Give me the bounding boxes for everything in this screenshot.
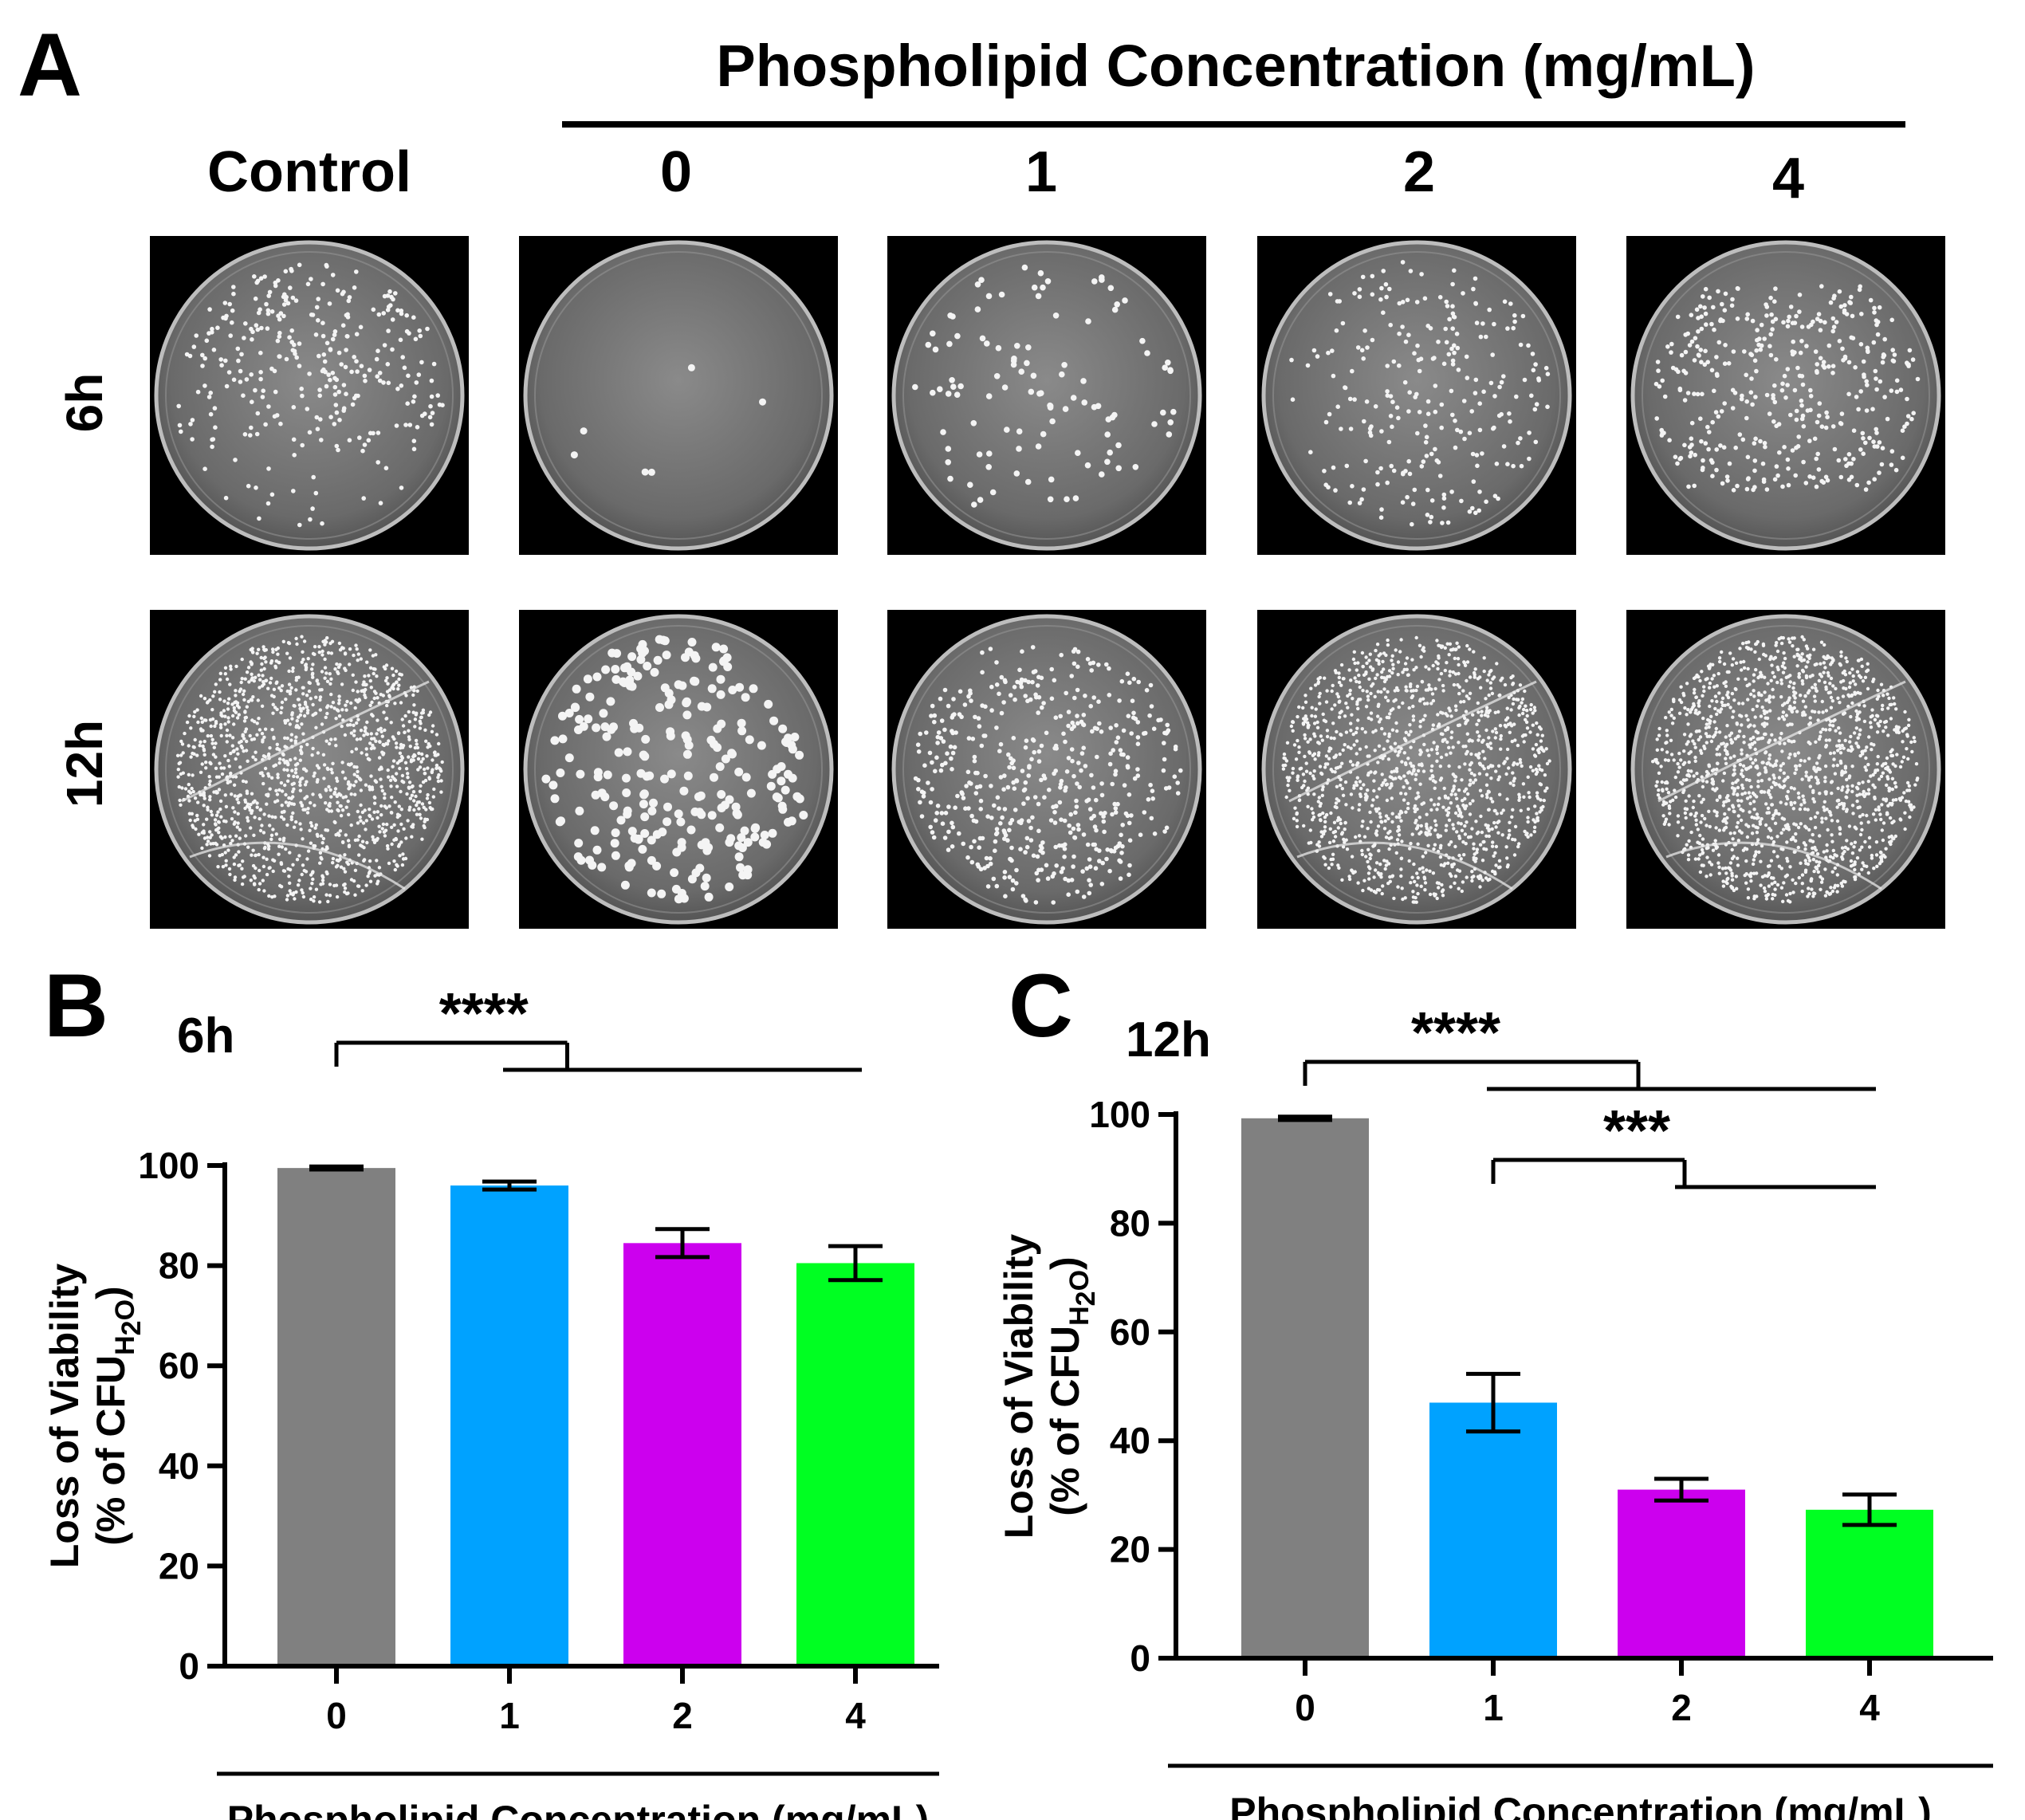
x-tick-label: 4 <box>845 1695 866 1736</box>
plate-6h-0 <box>519 236 838 555</box>
column-label-0: 0 <box>660 140 692 204</box>
row-label-6h: 6h <box>56 373 113 433</box>
y-tick-label: 20 <box>1110 1529 1150 1570</box>
y-tick-label: 40 <box>1110 1420 1150 1461</box>
row-label-12h: 12h <box>56 720 113 808</box>
significance-bracket <box>1491 1158 1876 1189</box>
y-tick-label: 100 <box>138 1145 199 1186</box>
x-tick-label: 4 <box>1859 1687 1880 1728</box>
panel-b-chart: 6h 0 20 40 60 80 100 0 1 2 4 Phospholipid Concentr… <box>42 982 939 1820</box>
y-tick-label: 0 <box>179 1645 199 1687</box>
y-tick-label: 0 <box>1130 1637 1150 1679</box>
error-bar-4 <box>1842 1492 1897 1527</box>
panel-b-letter: B <box>44 956 108 1055</box>
bar-4 <box>1806 1509 1933 1658</box>
y-axis-title: Loss of Viability(% of CFUH2O) <box>42 1264 147 1569</box>
panel-b-title: 6h <box>177 1008 234 1063</box>
significance-label: **** <box>1411 1001 1500 1065</box>
bar-2 <box>1618 1489 1745 1658</box>
bar-2 <box>623 1243 741 1666</box>
y-tick-label: 20 <box>159 1545 199 1586</box>
panel-c-letter: C <box>1009 956 1073 1055</box>
bar-0 <box>1241 1118 1369 1658</box>
x-tick-label: 1 <box>499 1695 520 1736</box>
error-bar-2 <box>1654 1476 1708 1503</box>
panel-a-plates <box>150 236 1945 929</box>
bar-0 <box>277 1168 395 1666</box>
plate-12h-control <box>150 610 469 929</box>
column-label-control: Control <box>207 140 411 204</box>
y-tick-label: 40 <box>159 1445 199 1487</box>
significance-bracket <box>334 1040 862 1072</box>
error-bar-0 <box>1278 1114 1332 1122</box>
y-axis-title: Loss of Viability(% of CFUH2O) <box>997 1234 1101 1539</box>
x-tick-label: 1 <box>1483 1687 1504 1728</box>
plate-12h-4 <box>1626 610 1945 929</box>
error-bar-1 <box>1466 1371 1520 1434</box>
bar-1 <box>450 1185 568 1666</box>
y-tick-label: 60 <box>159 1345 199 1386</box>
x-tick-label: 0 <box>1295 1687 1315 1728</box>
x-tick-label: 0 <box>326 1695 347 1736</box>
error-bar-1 <box>482 1179 537 1192</box>
y-tick-label: 100 <box>1089 1094 1150 1135</box>
panel-a-column-labels: Control 0 1 2 4 <box>207 140 1804 210</box>
panel-a-header: Phospholipid Concentration (mg/mL) <box>716 33 1755 99</box>
significance-bracket <box>1303 1059 1876 1091</box>
y-tick-label: 60 <box>1110 1311 1150 1353</box>
plate-12h-1 <box>887 610 1206 929</box>
x-tick-label: 2 <box>1671 1687 1692 1728</box>
x-axis-title: Phospholipid Concentration (mg/mL) <box>227 1798 930 1820</box>
column-label-4: 4 <box>1772 147 1804 210</box>
significance-label: *** <box>1603 1099 1670 1163</box>
y-tick-label: 80 <box>1110 1202 1150 1244</box>
x-axis-title: Phospholipid Concentration (mg/mL) <box>1229 1790 1932 1820</box>
column-label-1: 1 <box>1025 140 1057 204</box>
plate-6h-1 <box>887 236 1206 555</box>
y-tick-label: 80 <box>159 1245 199 1287</box>
error-bar-4 <box>828 1244 883 1283</box>
significance-label: **** <box>439 982 529 1046</box>
plate-6h-4 <box>1626 236 1945 555</box>
panel-c-chart: 12h 0 20 40 60 80 100 0 1 2 4 Phospholipid Concent… <box>997 1001 1993 1820</box>
panel-c-title: 12h <box>1126 1012 1211 1067</box>
column-label-2: 2 <box>1403 140 1435 204</box>
bar-1 <box>1429 1402 1557 1658</box>
plate-12h-2 <box>1257 610 1576 929</box>
x-tick-label: 2 <box>672 1695 693 1736</box>
plate-6h-control <box>150 236 469 555</box>
error-bar-0 <box>309 1164 364 1172</box>
panel-a-letter: A <box>18 15 82 115</box>
error-bar-2 <box>655 1227 710 1260</box>
plate-12h-0 <box>519 610 838 929</box>
bar-4 <box>796 1263 914 1666</box>
plate-6h-2 <box>1257 236 1576 555</box>
